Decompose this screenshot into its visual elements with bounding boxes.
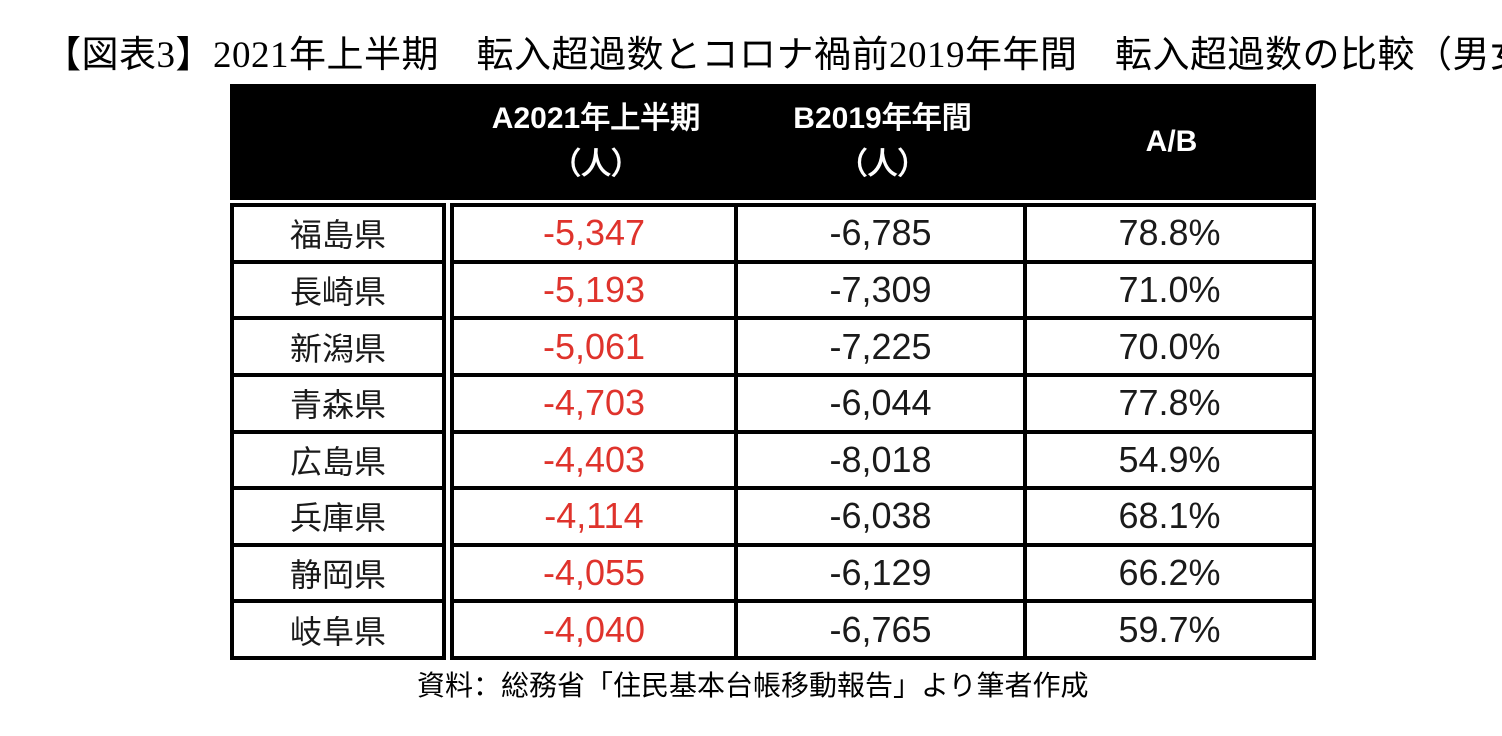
value-a-over-b: 78.8% (1023, 203, 1316, 264)
value-a-over-b: 71.0% (1023, 259, 1316, 321)
value-b-2019: -6,765 (734, 599, 1027, 660)
prefecture-name: 長崎県 (230, 259, 446, 321)
value-a-over-b: 59.7% (1023, 599, 1316, 660)
table-row: -5,347 -6,785 78.8% (450, 203, 1316, 264)
table-row: 福島県 (230, 203, 446, 264)
table-row: 青森県 (230, 372, 446, 434)
value-b-2019: -7,309 (734, 259, 1027, 321)
prefecture-name: 広島県 (230, 429, 446, 491)
value-a-over-b: 54.9% (1023, 429, 1316, 491)
table-row: -4,040 -6,765 59.7% (450, 599, 1316, 660)
value-a-2021: -5,061 (450, 316, 738, 377)
header-col-b: B2019年年間 （人） (738, 84, 1027, 200)
table-row: 岐阜県 (230, 599, 446, 660)
value-a-over-b: 70.0% (1023, 316, 1316, 377)
table-row: 新潟県 (230, 316, 446, 377)
prefecture-column: 福島県 長崎県 新潟県 青森県 広島県 兵庫県 静岡県 岐阜県 (230, 203, 446, 660)
header-col-a-unit: （人） (551, 148, 641, 181)
value-a-2021: -4,055 (450, 542, 738, 604)
figure-title: 【図表3】2021年上半期 転入超過数とコロナ禍前2019年年間 転入超過数の比… (44, 35, 1502, 76)
table-row: 長崎県 (230, 259, 446, 321)
table-header: A2021年上半期 （人） B2019年年間 （人） A/B (230, 84, 1316, 200)
table-row: -4,114 -6,038 68.1% (450, 486, 1316, 547)
table-row: -4,055 -6,129 66.2% (450, 542, 1316, 604)
values-columns: -5,347 -6,785 78.8% -5,193 -7,309 71.0% … (450, 203, 1316, 660)
value-b-2019: -7,225 (734, 316, 1027, 377)
table-row: -4,403 -8,018 54.9% (450, 429, 1316, 491)
value-b-2019: -6,785 (734, 203, 1027, 264)
header-col-b-label: B2019年年間 (793, 102, 972, 135)
comparison-table: A2021年上半期 （人） B2019年年間 （人） A/B 福島県 長崎県 新… (230, 84, 1316, 660)
value-a-2021: -4,403 (450, 429, 738, 491)
value-a-2021: -4,040 (450, 599, 738, 660)
table-row: -4,703 -6,044 77.8% (450, 372, 1316, 434)
value-a-over-b: 68.1% (1023, 486, 1316, 547)
header-col-a-label: A2021年上半期 (491, 102, 701, 135)
header-prefecture-column (230, 84, 454, 200)
source-note: 資料：総務省「住民基本台帳移動報告」より筆者作成 (417, 671, 1089, 702)
table-row: -5,061 -7,225 70.0% (450, 316, 1316, 377)
prefecture-name: 静岡県 (230, 542, 446, 604)
value-b-2019: -6,038 (734, 486, 1027, 547)
value-b-2019: -6,129 (734, 542, 1027, 604)
table-row: 広島県 (230, 429, 446, 491)
header-col-b-unit: （人） (837, 148, 928, 181)
value-b-2019: -6,044 (734, 372, 1027, 434)
value-a-over-b: 66.2% (1023, 542, 1316, 604)
value-a-2021: -5,193 (450, 259, 738, 321)
value-b-2019: -8,018 (734, 429, 1027, 491)
prefecture-name: 兵庫県 (230, 486, 446, 547)
table-body: 福島県 長崎県 新潟県 青森県 広島県 兵庫県 静岡県 岐阜県 -5,347 -… (230, 203, 1316, 660)
prefecture-name: 福島県 (230, 203, 446, 264)
prefecture-name: 青森県 (230, 372, 446, 434)
value-a-2021: -4,114 (450, 486, 738, 547)
table-row: -5,193 -7,309 71.0% (450, 259, 1316, 321)
table-row: 静岡県 (230, 542, 446, 604)
value-a-2021: -5,347 (450, 203, 738, 264)
value-a-over-b: 77.8% (1023, 372, 1316, 434)
header-col-ab: A/B (1027, 84, 1316, 200)
header-col-a: A2021年上半期 （人） (454, 84, 738, 200)
prefecture-name: 新潟県 (230, 316, 446, 377)
value-a-2021: -4,703 (450, 372, 738, 434)
prefecture-name: 岐阜県 (230, 599, 446, 660)
header-col-ab-label: A/B (1145, 125, 1198, 158)
table-row: 兵庫県 (230, 486, 446, 547)
